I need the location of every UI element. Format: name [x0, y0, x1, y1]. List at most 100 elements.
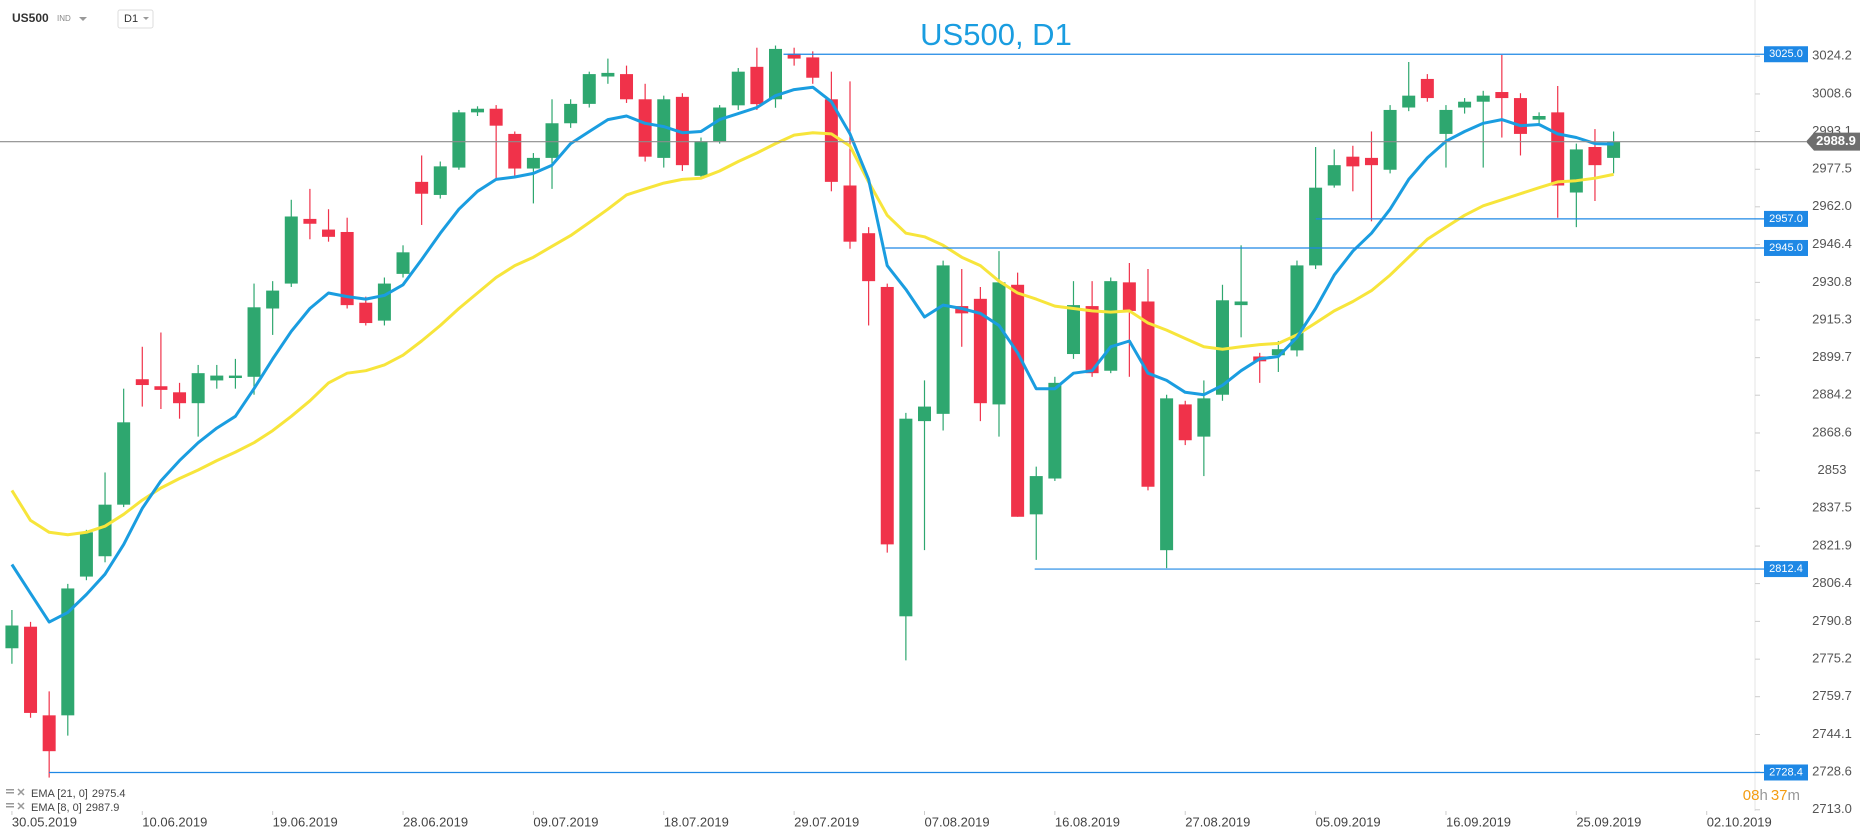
candle-body — [210, 375, 224, 381]
candle-body — [359, 302, 373, 324]
candle-body — [1085, 306, 1099, 374]
x-tick-label: 27.08.2019 — [1185, 814, 1250, 829]
market[interactable]: IND — [57, 14, 71, 23]
x-tick-label: 05.09.2019 — [1316, 814, 1381, 829]
candle-body — [24, 626, 38, 713]
candle-body — [1290, 265, 1304, 351]
y-tick-label: 3008.6 — [1812, 85, 1852, 100]
candle-body — [657, 99, 671, 158]
x-tick-label: 30.05.2019 — [12, 814, 77, 829]
level-label: 2728.4 — [1769, 766, 1803, 778]
x-tick-label: 19.06.2019 — [273, 814, 338, 829]
candle-body — [1178, 404, 1192, 441]
level-label-box — [1764, 210, 1808, 227]
candle-body — [1215, 300, 1229, 395]
candle-body — [526, 157, 540, 169]
candle-body — [42, 715, 56, 752]
candle-body — [415, 181, 429, 194]
candle-body — [452, 112, 466, 168]
candle-body — [471, 108, 485, 113]
legend-name: EMA [8, 0] — [31, 802, 82, 814]
candle-body — [564, 103, 578, 124]
candle-body — [1513, 98, 1527, 134]
candle-body — [1476, 95, 1490, 102]
candle-body — [117, 422, 131, 505]
dropdown-arrow[interactable] — [79, 17, 87, 21]
icon[interactable] — [17, 802, 25, 810]
last-price-box — [1806, 132, 1860, 151]
timer: 08h 37m — [1743, 787, 1800, 804]
candle-body — [1029, 476, 1043, 515]
timeframe[interactable]: D1 — [124, 13, 138, 25]
x-tick-label: 18.07.2019 — [664, 814, 729, 829]
y-tick-label: 2962.0 — [1812, 198, 1852, 213]
level-label-box — [1764, 46, 1808, 63]
level-label: 2957.0 — [1769, 213, 1803, 225]
candle-body — [750, 66, 764, 105]
candle-body — [1458, 101, 1472, 108]
level-label-box — [1764, 561, 1808, 578]
candle-body — [713, 107, 727, 142]
candle-body — [1234, 301, 1248, 306]
candle-body — [135, 379, 149, 386]
candle-body — [433, 166, 447, 195]
y-tick-label: 2806.4 — [1812, 575, 1852, 590]
candle-body — [880, 286, 894, 545]
timeframe-box[interactable] — [117, 9, 154, 29]
dropdown-arrow[interactable] — [143, 17, 149, 20]
x-tick-label: 02.10.2019 — [1707, 814, 1772, 829]
x-tick-label: 28.06.2019 — [403, 814, 468, 829]
candle-body — [731, 71, 745, 106]
icon[interactable] — [6, 792, 14, 794]
candle-body — [620, 74, 634, 100]
icon[interactable] — [17, 788, 25, 796]
y-tick-label: 2775.2 — [1812, 651, 1852, 666]
candle-body — [806, 57, 820, 78]
candle-body — [787, 53, 801, 59]
timer-minutes: 37 — [1771, 787, 1788, 804]
candle-body — [1048, 382, 1062, 479]
legend-value: 2987.9 — [86, 802, 120, 814]
ema-line — [10, 85, 1614, 624]
y-tick-label: 2930.8 — [1812, 274, 1852, 289]
y-tick-label: 3024.2 — [1812, 48, 1852, 63]
candle-body — [61, 588, 75, 716]
candle-body — [1383, 109, 1397, 170]
y-tick-label: 2759.7 — [1812, 688, 1852, 703]
level-label-box — [1764, 239, 1808, 256]
x-tick-label: 16.08.2019 — [1055, 814, 1120, 829]
x-tick-label: 10.06.2019 — [142, 814, 207, 829]
candle-body — [1327, 165, 1341, 186]
x-tick-label: 16.09.2019 — [1446, 814, 1511, 829]
level-label: 2812.4 — [1769, 563, 1803, 575]
candle-body — [173, 392, 187, 404]
x-tick-label: 29.07.2019 — [794, 814, 859, 829]
icon[interactable] — [6, 803, 14, 805]
legend-entry: EMA [8, 0] 2987.9 — [31, 802, 119, 814]
level-label: 2945.0 — [1769, 242, 1803, 254]
candle-body — [247, 307, 261, 377]
candle-body — [899, 418, 913, 617]
legend-entry: EMA [21, 0] 2975.4 — [31, 788, 126, 800]
y-tick-label: 2977.5 — [1812, 161, 1852, 176]
symbol[interactable]: US500 — [12, 11, 49, 25]
candle-body — [322, 229, 336, 237]
candle-body — [992, 282, 1006, 405]
y-tick-label: 2915.3 — [1812, 311, 1852, 326]
candle-body — [824, 99, 838, 182]
icon[interactable] — [6, 789, 14, 791]
legend-value: 2975.4 — [92, 788, 126, 800]
x-tick-label: 09.07.2019 — [533, 814, 598, 829]
candle-body — [1439, 109, 1453, 134]
candle-body — [228, 375, 242, 379]
icon[interactable] — [6, 806, 14, 808]
x-tick-label: 07.08.2019 — [924, 814, 989, 829]
candle-body — [638, 99, 652, 157]
candle-body — [582, 74, 596, 104]
y-tick-label: 2853 — [1818, 462, 1847, 477]
y-tick-label: 2790.8 — [1812, 613, 1852, 628]
candle-body — [1402, 95, 1416, 108]
